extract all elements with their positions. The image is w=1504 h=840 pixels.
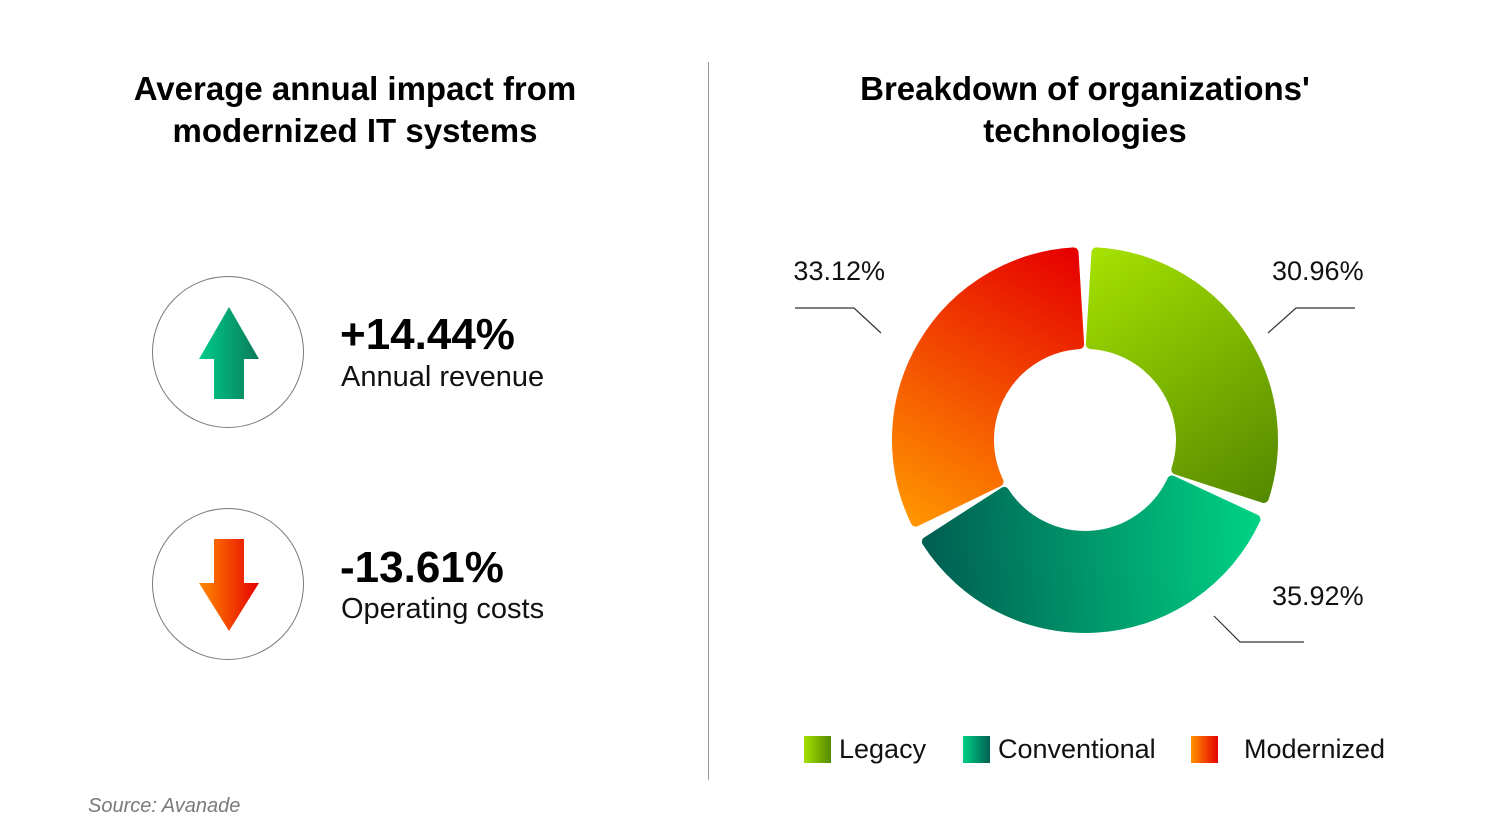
source-note: Source: Avanade bbox=[88, 795, 241, 817]
data-label-legacy: 30.96% bbox=[1272, 256, 1364, 286]
arrow-up-icon bbox=[199, 307, 259, 399]
right-title-line-2: technologies bbox=[983, 112, 1187, 149]
donut-slice-legacy bbox=[1085, 247, 1278, 503]
left-panel-title: Average annual impact from modernized IT… bbox=[60, 68, 650, 152]
data-label-modernized: 33.12% bbox=[793, 256, 885, 286]
costs-kpi-label: Operating costs bbox=[341, 593, 545, 625]
donut-slice-conventional bbox=[921, 475, 1261, 633]
legend-swatch-conventional bbox=[963, 735, 990, 763]
legend-label-legacy: Legacy bbox=[839, 733, 927, 764]
costs-kpi-value: -13.61% bbox=[340, 543, 504, 592]
technology-donut-chart: 30.96% 35.92% 33.12% bbox=[793, 247, 1364, 643]
leader-line-modernized bbox=[795, 307, 882, 334]
revenue-kpi-label: Annual revenue bbox=[341, 361, 545, 393]
arrow-down-icon bbox=[199, 539, 259, 631]
legend-label-modernized: Modernized bbox=[1244, 733, 1386, 764]
legend-label-conventional: Conventional bbox=[998, 733, 1156, 764]
revenue-kpi-value: +14.44% bbox=[340, 310, 515, 359]
revenue-kpi-circle bbox=[152, 276, 304, 428]
panel-divider bbox=[708, 62, 709, 780]
right-panel-title: Breakdown of organizations' technologies bbox=[790, 68, 1380, 152]
legend-item-modernized: Modernized bbox=[1191, 732, 1385, 766]
left-title-line-1: Average annual impact from bbox=[133, 70, 577, 107]
costs-kpi-circle bbox=[152, 508, 304, 660]
left-title-line-2: modernized IT systems bbox=[172, 112, 538, 149]
right-title-line-1: Breakdown of organizations' bbox=[860, 70, 1310, 107]
donut-slice-modernized bbox=[892, 247, 1085, 527]
leader-line-conventional bbox=[1213, 615, 1304, 643]
legend-item-legacy: Legacy bbox=[804, 732, 926, 766]
leader-line-legacy bbox=[1267, 307, 1355, 334]
legend-swatch-modernized bbox=[1191, 735, 1218, 763]
legend-swatch-legacy bbox=[804, 735, 831, 763]
data-label-conventional: 35.92% bbox=[1272, 581, 1364, 611]
legend-item-conventional: Conventional bbox=[963, 732, 1156, 766]
